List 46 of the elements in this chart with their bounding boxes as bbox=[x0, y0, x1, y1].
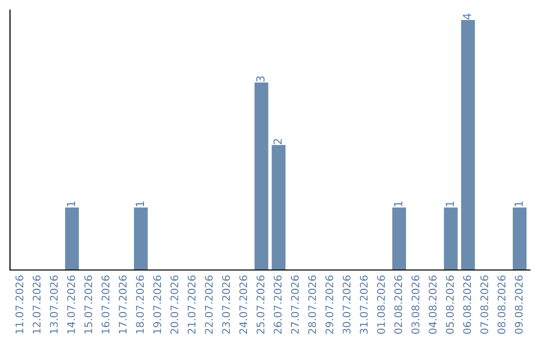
x-tick-label: 24.07.2026 bbox=[239, 276, 248, 334]
data-label: 1 bbox=[136, 201, 144, 206]
x-tick-label: 23.07.2026 bbox=[222, 276, 230, 334]
x-tick-label: 01.08.2026 bbox=[377, 276, 385, 334]
data-label: 1 bbox=[66, 201, 76, 206]
x-tick-label: 19.07.2026 bbox=[153, 276, 162, 334]
x-tick-label: 26.07.2026 bbox=[274, 276, 282, 334]
x-tick-label: 20.07.2026 bbox=[170, 276, 178, 334]
data-label: 2 bbox=[273, 139, 282, 144]
bar bbox=[512, 208, 527, 270]
x-tick-label: 14.07.2026 bbox=[67, 276, 76, 334]
bar bbox=[272, 145, 286, 270]
bar bbox=[254, 82, 268, 270]
x-tick-label: 02.08.2026 bbox=[394, 276, 402, 334]
x-tick-label: 21.07.2026 bbox=[188, 276, 196, 334]
data-label: 3 bbox=[256, 76, 265, 82]
x-tick-label: 27.07.2026 bbox=[290, 276, 299, 334]
x-tick-label: 22.07.2026 bbox=[204, 276, 213, 334]
data-label: 1 bbox=[514, 201, 523, 206]
x-tick-label: 31.07.2026 bbox=[360, 276, 368, 334]
x-tick-label: 17.07.2026 bbox=[118, 276, 127, 334]
x-tick-label: 18.07.2026 bbox=[136, 276, 144, 334]
bar bbox=[392, 208, 406, 270]
bar bbox=[134, 208, 148, 270]
data-label: 1 bbox=[446, 201, 454, 206]
data-label: 1 bbox=[394, 201, 402, 206]
x-tick-label: 29.07.2026 bbox=[325, 276, 334, 334]
x-tick-label: 03.08.2026 bbox=[412, 276, 420, 334]
x-tick-label: 12.07.2026 bbox=[32, 276, 41, 334]
x-tick-label: 04.08.2026 bbox=[428, 276, 437, 334]
bar bbox=[65, 208, 79, 270]
x-tick-label: 25.07.2026 bbox=[256, 276, 264, 334]
x-tick-label: 05.08.2026 bbox=[446, 276, 454, 334]
x-tick-label: 09.08.2026 bbox=[514, 276, 523, 334]
x-tick-label: 06.08.2026 bbox=[463, 276, 472, 334]
x-tick-label: 16.07.2026 bbox=[102, 276, 110, 334]
x-tick-label: 28.07.2026 bbox=[308, 276, 316, 334]
x-tick-label: 13.07.2026 bbox=[50, 276, 58, 334]
x-tick-label: 08.08.2026 bbox=[498, 276, 506, 334]
bar bbox=[461, 20, 475, 270]
x-tick-label: 30.07.2026 bbox=[342, 276, 351, 334]
x-tick-label: 11.07.2026 bbox=[15, 276, 24, 334]
x-tick-label: 15.07.2026 bbox=[84, 276, 92, 334]
data-label: 4 bbox=[462, 14, 472, 20]
x-tick-label: 07.08.2026 bbox=[480, 276, 488, 334]
bar bbox=[444, 208, 458, 270]
